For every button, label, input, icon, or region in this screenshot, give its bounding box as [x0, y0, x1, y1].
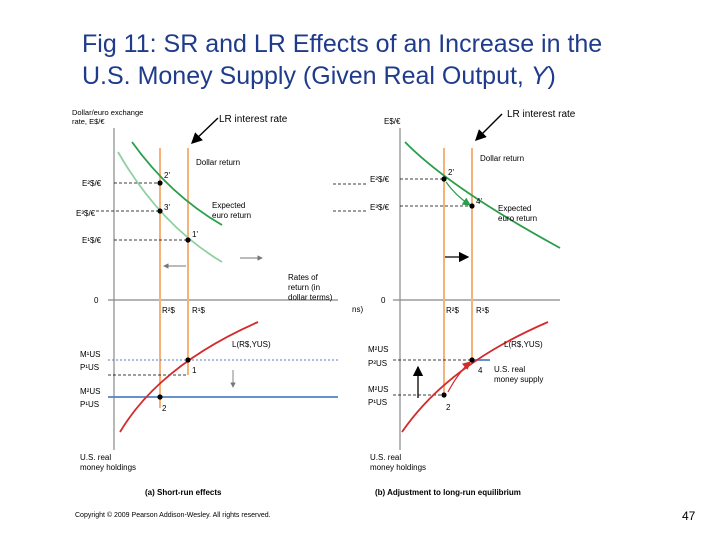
panel-b-expected-label-1: Expected [498, 204, 531, 213]
panel-a-label-2: 2 [162, 404, 167, 413]
panel-a-tick-e1: E¹$/€ [82, 236, 102, 245]
panel-b-callout-label: LR interest rate [507, 109, 576, 120]
panel-a-tick-e2: E²$/€ [82, 179, 102, 188]
panel-a-point-1 [185, 357, 191, 363]
panel-a-point-3p [157, 208, 163, 214]
panel-a-label-1p: 1' [192, 230, 198, 239]
panel-b-point-2p [441, 176, 447, 182]
panel-a-yaxis-title-1: Dollar/euro exchange [72, 108, 143, 117]
panel-b-expected-return [404, 141, 561, 249]
panel-b-point-4p [469, 203, 475, 209]
title-line-2: U.S. Money Supply (Given Real Output, Y) [82, 60, 702, 92]
panel-b-money-holdings-1: U.S. real [370, 453, 401, 462]
panel-b-adjustment-path-green [445, 181, 472, 206]
panel-b-point-2 [441, 392, 447, 398]
panel-a-ps1: P¹US [80, 363, 99, 372]
panel-a-rates-label-2: return (in [288, 283, 320, 292]
panel-a-ms2: M²US [80, 387, 100, 396]
panel-b-ms2: M²US [368, 345, 388, 354]
panel-a-dollar-return-label: Dollar return [196, 158, 240, 167]
panel-b-label-2: 2 [446, 403, 451, 412]
panel-a-money-holdings-1: U.S. real [80, 453, 111, 462]
panel-a-expected-return-initial [117, 151, 223, 263]
panel-b-ps2: P²US [368, 359, 387, 368]
panel-b-tick-e3: E³$/€ [370, 203, 390, 212]
panel-b-label-2p: 2' [448, 168, 454, 177]
copyright-footer: Copyright © 2009 Pearson Addison-Wesley.… [75, 512, 271, 519]
panel-a-r1-label: R¹$ [192, 306, 205, 315]
panel-a-rates-label-1: Rates of [288, 273, 319, 282]
panel-b-label-4: 4 [478, 366, 483, 375]
panel-a-r2-label: R²$ [162, 306, 175, 315]
title-line-2-suffix: ) [547, 62, 556, 90]
panel-b-supply-label-2: money supply [494, 375, 543, 384]
panel-b-money-holdings-2: money holdings [370, 463, 426, 472]
panel-b-label-4p: 4' [476, 197, 482, 206]
panel-b-adjustment-path-red [447, 361, 471, 393]
panel-a-expected-return-new [131, 141, 223, 226]
panel-a-point-2p [157, 180, 163, 186]
title-line-2-prefix: U.S. Money Supply (Given Real Output, [82, 62, 531, 90]
panel-b-callout-arrow [475, 113, 503, 141]
panel-a-expected-label-1: Expected [212, 201, 245, 210]
panel-b-caption: (b) Adjustment to long-run equilibrium [375, 488, 521, 497]
panel-a-label-3p: 3' [164, 203, 170, 212]
panel-a-ms1: M¹US [80, 350, 100, 359]
panel-b-dollar-return-label: Dollar return [480, 154, 524, 163]
panel-b-clipped-fragment: ns) [352, 305, 363, 314]
panel-a-label-1: 1 [192, 366, 197, 375]
title-line-1: Fig 11: SR and LR Effects of an Increase… [82, 30, 603, 58]
panel-b: E$/€ E²$/€ E³$/€ 0 M²US P²US M²US P¹US [333, 109, 576, 497]
panel-b-expected-label-2: euro return [498, 214, 537, 223]
panel-a-expected-label-2: euro return [212, 211, 251, 220]
panel-a-zero: 0 [94, 296, 99, 305]
panel-b-point-4 [469, 357, 475, 363]
panel-b-ms2b: M²US [368, 385, 388, 394]
panel-a-point-1p [185, 237, 191, 243]
panel-a-money-holdings-2: money holdings [80, 463, 136, 472]
panel-a-money-demand [119, 321, 259, 433]
panel-a-ps2: P¹US [80, 400, 99, 409]
panel-a-tick-e3: E³$/€ [76, 209, 96, 218]
panel-b-r2-label: R²$ [446, 306, 459, 315]
panel-b-yaxis-title: E$/€ [384, 117, 401, 126]
panel-b-zero: 0 [381, 296, 386, 305]
title-variable-y: Y [530, 62, 548, 90]
panel-b-r1-label: R¹$ [476, 306, 489, 315]
panel-b-ps1: P¹US [368, 398, 387, 407]
panel-a-callout-arrow [190, 117, 219, 144]
page-number: 47 [682, 509, 696, 523]
panel-a-caption: (a) Short-run effects [145, 488, 222, 497]
panel-a-rates-label-3: dollar terms) [288, 293, 333, 302]
panel-b-l-label: L(R$,YUS) [504, 340, 543, 349]
panel-b-supply-label-1: U.S. real [494, 365, 525, 374]
panel-a-yaxis-title-2: rate, E$/€ [72, 117, 105, 126]
panel-a-l-label: L(R$,YUS) [232, 340, 271, 349]
panel-a-point-2 [157, 394, 163, 400]
panel-a-callout-label: LR interest rate [219, 114, 288, 125]
panel-b-tick-e2: E²$/€ [370, 175, 390, 184]
panel-a-label-2p: 2' [164, 171, 170, 180]
panel-a: Dollar/euro exchange rate, E$/€ E²$/€ E³… [72, 108, 338, 497]
slide-title: Fig 11: SR and LR Effects of an Increase… [82, 28, 702, 92]
